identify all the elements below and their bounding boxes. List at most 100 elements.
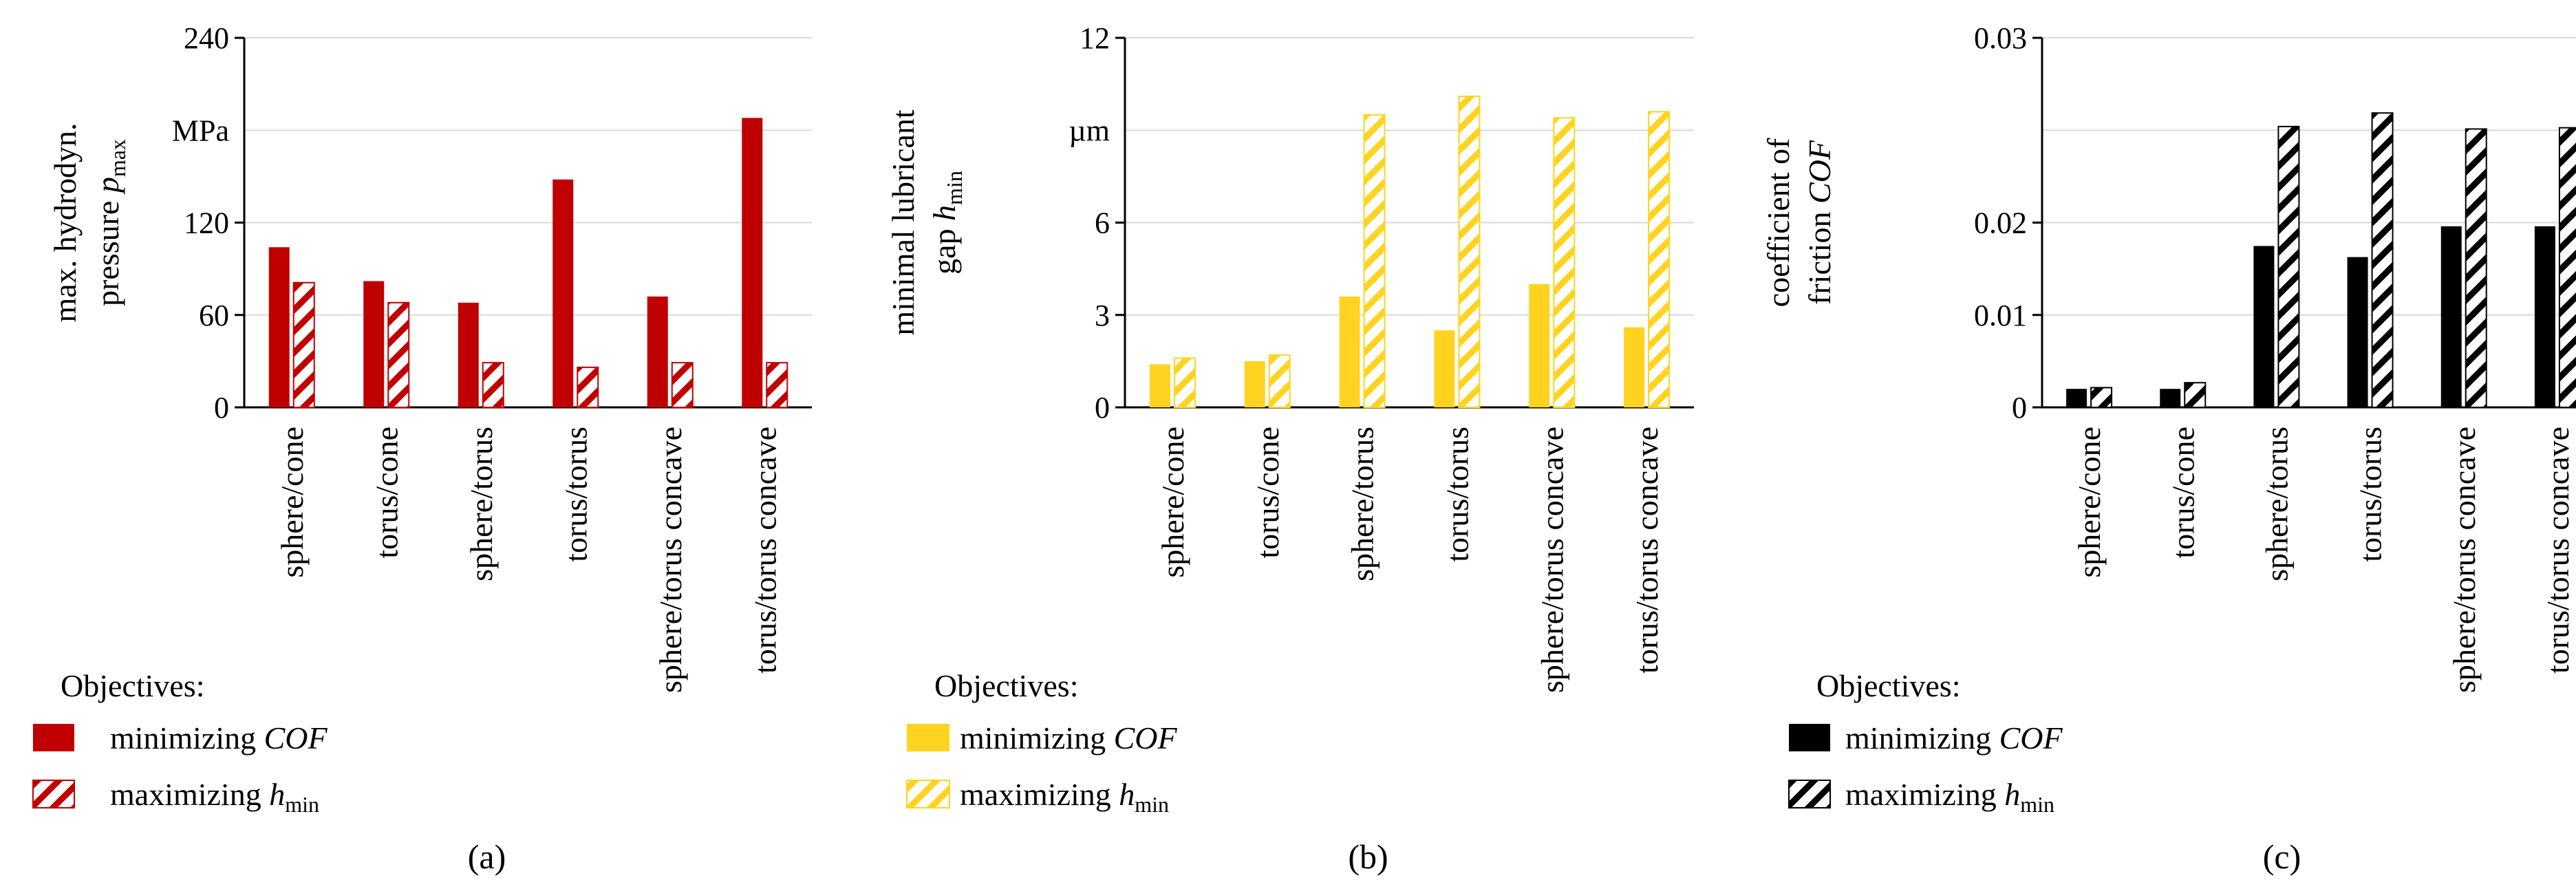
y-tick-label: 240 (184, 21, 229, 55)
category-label: sphere/torus concave (1534, 427, 1569, 693)
panel-label: (b) (1348, 837, 1388, 876)
legend-label-minimizing-var: COF (1999, 720, 2063, 756)
y-tick-label: 0.02 (1974, 206, 2027, 240)
bar-maximizing-hmin-2 (482, 362, 504, 408)
legend-swatch-maximizing (32, 780, 75, 808)
y-tick-label: 6 (1095, 206, 1110, 240)
legend-title: Objectives: (1816, 668, 1961, 703)
panel-label: (a) (468, 837, 506, 876)
y-tick-label: 0.01 (1974, 299, 2027, 332)
bar-maximizing-hmin-1 (1268, 354, 1291, 408)
category-label: torus/torus (2353, 427, 2388, 562)
unit-label: µm (1069, 114, 1110, 147)
legend-label-maximizing-prefix: maximizing (110, 777, 269, 812)
legend-title: Objectives: (61, 668, 205, 703)
bar-maximizing-hmin-4 (671, 362, 694, 408)
legend-label-maximizing-sub: min (1135, 792, 1169, 817)
bar-maximizing-hmin-3 (1458, 96, 1481, 408)
category-label: torus/torus (1439, 427, 1474, 562)
bar-maximizing-hmin-4 (1553, 117, 1576, 408)
bar-minimizing-cof-0 (268, 247, 290, 407)
y-axis-title-prefix: friction (1802, 204, 1837, 305)
y-axis-title-line1: max. hydrodyn. (47, 122, 83, 322)
y-tick-label: 0 (214, 391, 229, 425)
bar-minimizing-cof-4 (2440, 226, 2462, 407)
bar-maximizing-hmin-3 (2371, 112, 2394, 408)
bar-minimizing-cof-3 (1434, 330, 1455, 407)
y-axis-title-variable: p (90, 177, 125, 195)
category-label: sphere/torus concave (653, 427, 688, 693)
y-axis-title-subscript: min (942, 171, 967, 205)
legend-swatch-maximizing (906, 780, 950, 808)
y-axis-title-prefix: gap (927, 221, 962, 275)
bar-maximizing-hmin-5 (1648, 111, 1671, 408)
category-label: torus/torus concave (2540, 427, 2575, 674)
y-axis-title-line2: pressure pmax (90, 139, 130, 306)
category-label: sphere/cone (275, 427, 310, 578)
y-tick-label: 0.03 (1974, 21, 2027, 55)
category-label: sphere/torus concave (2447, 427, 2482, 693)
bar-minimizing-cof-2 (1339, 296, 1360, 407)
chart-panel-a: 0 60 120 240 MPa max. hydrodyn. pressure pmax s… (32, 21, 812, 876)
bar-minimizing-cof-3 (2347, 257, 2368, 407)
y-tick-label: 12 (1080, 21, 1110, 55)
legend-swatch-minimizing (907, 724, 949, 751)
bar-minimizing-cof-4 (1529, 284, 1550, 407)
bar-maximizing-hmin-0 (292, 281, 315, 409)
bar-minimizing-cof-0 (1149, 364, 1170, 407)
bar-maximizing-hmin-0 (2090, 387, 2113, 408)
bar-maximizing-hmin-1 (387, 301, 410, 408)
y-tick-label: 0 (2012, 391, 2027, 425)
bar-minimizing-cof-5 (1624, 327, 1645, 407)
category-label: sphere/torus (2259, 427, 2294, 581)
legend-label-minimizing: minimizing COF (1845, 720, 2063, 756)
y-axis-title-variable: COF (1802, 140, 1837, 204)
category-label: torus/torus concave (747, 427, 782, 674)
legend-swatch-maximizing (1788, 780, 1831, 808)
category-label: sphere/cone (1155, 427, 1190, 578)
bar-minimizing-cof-2 (458, 302, 479, 407)
y-axis-title-variable: h (927, 205, 962, 221)
bar-minimizing-cof-1 (363, 281, 385, 407)
legend-label-maximizing-var: h (1119, 777, 1135, 812)
bar-minimizing-cof-1 (1244, 361, 1265, 407)
legend-label-minimizing-prefix: minimizing (110, 720, 264, 756)
legend-label-maximizing-sub: min (285, 792, 319, 817)
chart-panel-c: 0 0.01 0.02 0.03 coefficient of friction COF s… (1761, 21, 2576, 876)
bar-minimizing-cof-3 (552, 179, 574, 407)
legend-label-maximizing: maximizing hmin (960, 777, 1169, 817)
category-label: torus/torus concave (1629, 427, 1664, 674)
bar-minimizing-cof-1 (2160, 389, 2181, 407)
legend-title: Objectives: (934, 668, 1079, 703)
bar-maximizing-hmin-5 (766, 362, 788, 408)
legend-label-maximizing-prefix: maximizing (960, 777, 1119, 812)
legend-label-maximizing-prefix: maximizing (1845, 777, 2004, 812)
panel-label: (c) (2263, 837, 2301, 876)
legend-label-minimizing: minimizing COF (110, 720, 328, 756)
bar-maximizing-hmin-5 (2558, 127, 2576, 408)
category-label: sphere/torus (1345, 427, 1380, 581)
category-label: torus/cone (1250, 427, 1285, 559)
bar-maximizing-hmin-4 (2465, 128, 2487, 409)
legend-label-minimizing-var: COF (264, 720, 328, 756)
legend-label-maximizing-sub: min (2020, 792, 2054, 817)
legend-swatch-minimizing (1789, 724, 1830, 751)
bar-maximizing-hmin-0 (1173, 357, 1196, 409)
category-label: sphere/cone (2072, 427, 2107, 578)
y-axis-title-prefix: pressure (90, 193, 125, 306)
y-axis-title-line2: gap hmin (927, 171, 967, 275)
legend-label-maximizing-var: h (2004, 777, 2020, 812)
bar-minimizing-cof-5 (2534, 226, 2555, 407)
y-tick-label: 60 (199, 299, 229, 332)
category-label: torus/cone (2165, 427, 2200, 559)
bar-maximizing-hmin-2 (2277, 125, 2300, 408)
bar-minimizing-cof-5 (742, 118, 763, 407)
bar-maximizing-hmin-3 (577, 366, 599, 409)
category-label: torus/cone (369, 427, 404, 559)
bar-minimizing-cof-4 (647, 296, 668, 407)
legend-swatch-minimizing (33, 724, 74, 751)
legend-label-maximizing: maximizing hmin (1845, 777, 2054, 817)
bar-minimizing-cof-0 (2066, 389, 2087, 407)
